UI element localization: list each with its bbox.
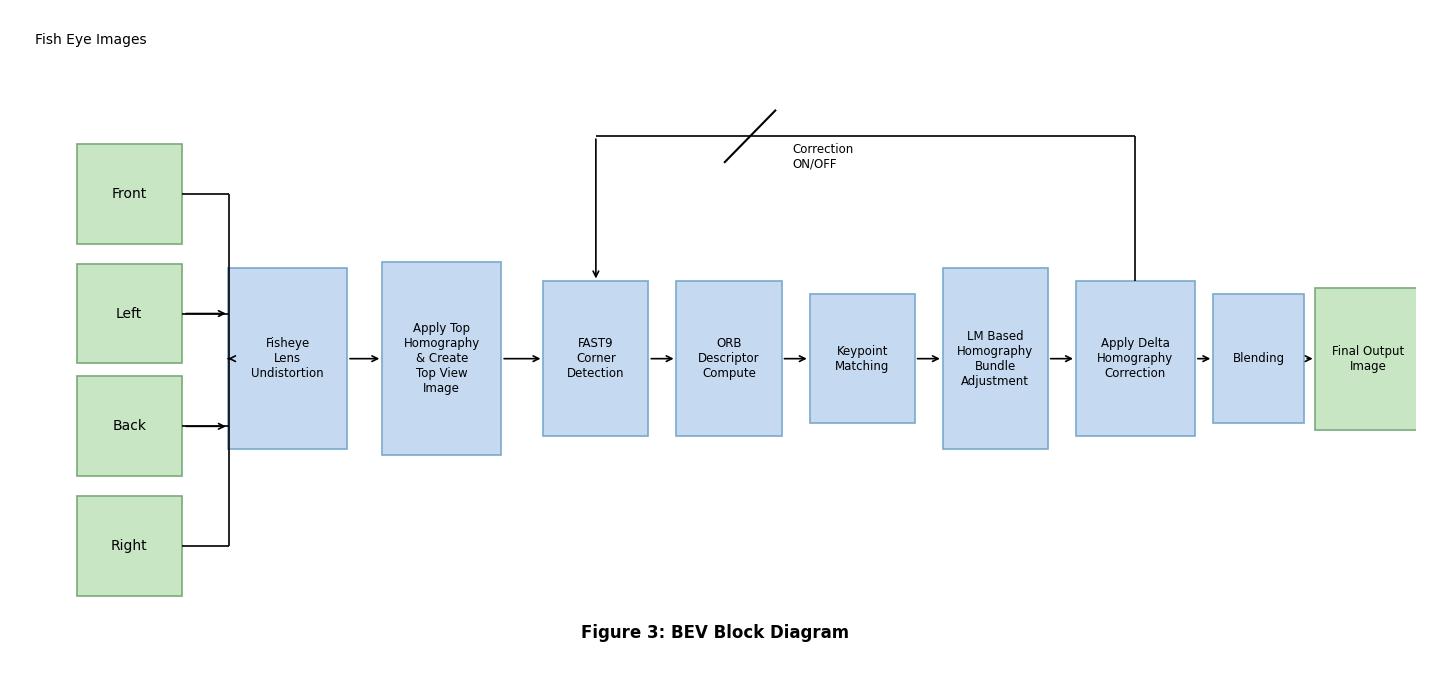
Bar (77, 144, 182, 244)
Text: Apply Delta
Homography
Correction: Apply Delta Homography Correction (1097, 337, 1174, 380)
Text: LM Based
Homography
Bundle
Adjustment: LM Based Homography Bundle Adjustment (957, 330, 1034, 387)
Bar (1316, 288, 1420, 430)
Bar (77, 495, 182, 595)
Bar (942, 268, 1048, 449)
Bar (77, 376, 182, 476)
Text: Fisheye
Lens
Undistortion: Fisheye Lens Undistortion (252, 337, 323, 380)
Text: Blending: Blending (1233, 352, 1284, 365)
Text: Front: Front (112, 187, 147, 202)
Text: Right: Right (112, 538, 147, 552)
Text: Left: Left (116, 306, 143, 321)
Text: Figure 3: BEV Block Diagram: Figure 3: BEV Block Diagram (581, 624, 849, 642)
Text: Apply Top
Homography
& Create
Top View
Image: Apply Top Homography & Create Top View I… (403, 322, 480, 395)
Bar (809, 295, 915, 423)
Text: Keypoint
Matching: Keypoint Matching (835, 344, 889, 373)
Bar (543, 281, 648, 436)
Bar (227, 268, 347, 449)
Bar (1075, 281, 1195, 436)
Text: Final Output
Image: Final Output Image (1331, 344, 1404, 373)
Bar (676, 281, 782, 436)
Text: FAST9
Corner
Detection: FAST9 Corner Detection (568, 337, 625, 380)
Bar (1213, 295, 1304, 423)
Text: Fish Eye Images: Fish Eye Images (36, 33, 147, 47)
Bar (382, 262, 502, 455)
Bar (77, 263, 182, 364)
Text: Back: Back (112, 419, 146, 433)
Text: Correction
ON/OFF: Correction ON/OFF (792, 143, 854, 170)
Text: ORB
Descriptor
Compute: ORB Descriptor Compute (698, 337, 759, 380)
